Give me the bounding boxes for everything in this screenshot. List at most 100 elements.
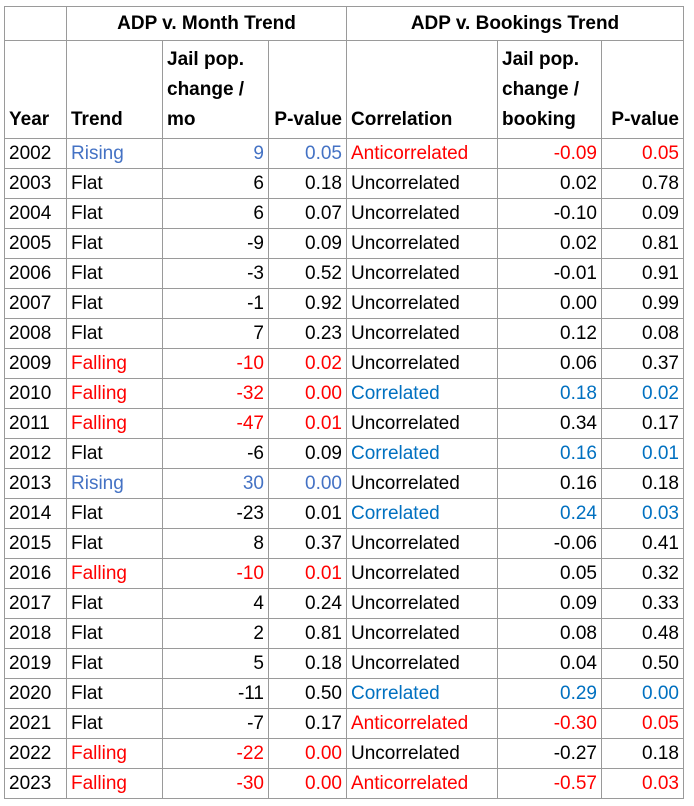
p-value-bookings-cell: 0.18 <box>601 468 684 499</box>
trend-cell: Falling <box>66 558 163 589</box>
correlation-cell: Anticorrelated <box>346 138 498 169</box>
jail-change-per-month-cell: -23 <box>162 498 269 529</box>
p-value-month-cell: 0.07 <box>268 198 347 229</box>
correlation-cell: Correlated <box>346 678 498 709</box>
table-row: 2017 Flat 4 0.24 Uncorrelated 0.09 0.33 <box>4 588 684 619</box>
p-value-month-cell: 0.05 <box>268 138 347 169</box>
jail-change-per-month-cell: 8 <box>162 528 269 559</box>
jail-change-per-booking-cell: 0.05 <box>497 558 602 589</box>
table-row: 2012 Flat -6 0.09 Correlated 0.16 0.01 <box>4 438 684 469</box>
year-cell: 2004 <box>4 198 67 229</box>
correlation-cell: Correlated <box>346 378 498 409</box>
year-cell: 2016 <box>4 558 67 589</box>
p-value-bookings-cell: 0.41 <box>601 528 684 559</box>
correlation-cell: Uncorrelated <box>346 228 498 259</box>
table-row: 2016 Falling -10 0.01 Uncorrelated 0.05 0.32 <box>4 558 684 589</box>
trend-cell: Falling <box>66 738 163 769</box>
correlation-cell: Uncorrelated <box>346 588 498 619</box>
trend-cell: Rising <box>66 468 163 499</box>
jail-change-per-month-cell: -47 <box>162 408 269 439</box>
jail-change-per-month-cell: -30 <box>162 768 269 799</box>
table-row: 2015 Flat 8 0.37 Uncorrelated -0.06 0.41 <box>4 528 684 559</box>
jail-change-per-month-cell: -6 <box>162 438 269 469</box>
correlation-cell: Uncorrelated <box>346 528 498 559</box>
p-value-bookings-cell: 0.32 <box>601 558 684 589</box>
jail-change-per-month-cell: -1 <box>162 288 269 319</box>
correlation-cell: Uncorrelated <box>346 558 498 589</box>
jail-change-per-booking-cell: 0.08 <box>497 618 602 649</box>
p-value-bookings-header: P-value <box>601 40 684 139</box>
year-cell: 2014 <box>4 498 67 529</box>
jail-change-per-booking-cell: 0.12 <box>497 318 602 349</box>
p-value-bookings-cell: 0.03 <box>601 498 684 529</box>
p-value-month-cell: 0.01 <box>268 408 347 439</box>
trend-cell: Flat <box>66 618 163 649</box>
p-value-bookings-cell: 0.37 <box>601 348 684 379</box>
trend-cell: Rising <box>66 138 163 169</box>
correlation-cell: Uncorrelated <box>346 408 498 439</box>
group-header-row: ADP v. Month Trend ADP v. Bookings Trend <box>4 6 684 41</box>
jail-change-per-month-cell: 7 <box>162 318 269 349</box>
p-value-month-cell: 0.00 <box>268 468 347 499</box>
trend-cell: Flat <box>66 648 163 679</box>
p-value-bookings-cell: 0.33 <box>601 588 684 619</box>
jail-change-per-booking-cell: 0.34 <box>497 408 602 439</box>
p-value-bookings-cell: 0.09 <box>601 198 684 229</box>
correlation-cell: Uncorrelated <box>346 168 498 199</box>
jail-change-per-month-cell: 6 <box>162 198 269 229</box>
p-value-month-cell: 0.02 <box>268 348 347 379</box>
correlation-cell: Uncorrelated <box>346 738 498 769</box>
jail-change-per-booking-cell: -0.30 <box>497 708 602 739</box>
table-row: 2014 Flat -23 0.01 Correlated 0.24 0.03 <box>4 498 684 529</box>
p-value-month-cell: 0.09 <box>268 228 347 259</box>
table-row: 2020 Flat -11 0.50 Correlated 0.29 0.00 <box>4 678 684 709</box>
trend-cell: Flat <box>66 168 163 199</box>
year-cell: 2017 <box>4 588 67 619</box>
p-value-month-cell: 0.24 <box>268 588 347 619</box>
p-value-month-cell: 0.18 <box>268 648 347 679</box>
p-value-bookings-cell: 0.03 <box>601 768 684 799</box>
table-row: 2007 Flat -1 0.92 Uncorrelated 0.00 0.99 <box>4 288 684 319</box>
p-value-month-cell: 0.00 <box>268 738 347 769</box>
p-value-bookings-cell: 0.01 <box>601 438 684 469</box>
jail-change-per-booking-cell: 0.18 <box>497 378 602 409</box>
column-header-row: Year Trend Jail pop. change / mo P-value… <box>4 40 684 139</box>
p-value-bookings-cell: 0.05 <box>601 138 684 169</box>
p-value-month-cell: 0.37 <box>268 528 347 559</box>
p-value-month-cell: 0.09 <box>268 438 347 469</box>
trend-cell: Flat <box>66 288 163 319</box>
table-row: 2002 Rising 9 0.05 Anticorrelated -0.09 0.05 <box>4 138 684 169</box>
p-value-bookings-cell: 0.17 <box>601 408 684 439</box>
trend-header: Trend <box>66 40 163 139</box>
correlation-cell: Uncorrelated <box>346 318 498 349</box>
table-row: 2021 Flat -7 0.17 Anticorrelated -0.30 0.05 <box>4 708 684 739</box>
p-value-month-cell: 0.01 <box>268 558 347 589</box>
correlation-cell: Uncorrelated <box>346 468 498 499</box>
year-cell: 2003 <box>4 168 67 199</box>
year-cell: 2015 <box>4 528 67 559</box>
year-cell: 2019 <box>4 648 67 679</box>
jail-change-per-booking-cell: -0.09 <box>497 138 602 169</box>
p-value-bookings-cell: 0.81 <box>601 228 684 259</box>
p-value-month-header: P-value <box>268 40 347 139</box>
p-value-month-cell: 0.81 <box>268 618 347 649</box>
year-header: Year <box>4 40 67 139</box>
jail-change-per-month-cell: 30 <box>162 468 269 499</box>
jail-change-per-booking-cell: 0.24 <box>497 498 602 529</box>
jail-change-per-booking-cell: -0.01 <box>497 258 602 289</box>
correlation-cell: Uncorrelated <box>346 198 498 229</box>
p-value-month-cell: 0.23 <box>268 318 347 349</box>
p-value-bookings-cell: 0.78 <box>601 168 684 199</box>
table-row: 2009 Falling -10 0.02 Uncorrelated 0.06 0.37 <box>4 348 684 379</box>
jail-change-per-booking-cell: 0.04 <box>497 648 602 679</box>
jail-change-per-month-cell: 6 <box>162 168 269 199</box>
p-value-bookings-cell: 0.48 <box>601 618 684 649</box>
p-value-month-cell: 0.01 <box>268 498 347 529</box>
p-value-month-cell: 0.00 <box>268 768 347 799</box>
jail-change-per-month-cell: -32 <box>162 378 269 409</box>
correlation-cell: Correlated <box>346 498 498 529</box>
jail-change-per-month-cell: -3 <box>162 258 269 289</box>
empty-corner-cell <box>4 6 67 41</box>
p-value-month-cell: 0.18 <box>268 168 347 199</box>
trend-cell: Flat <box>66 528 163 559</box>
